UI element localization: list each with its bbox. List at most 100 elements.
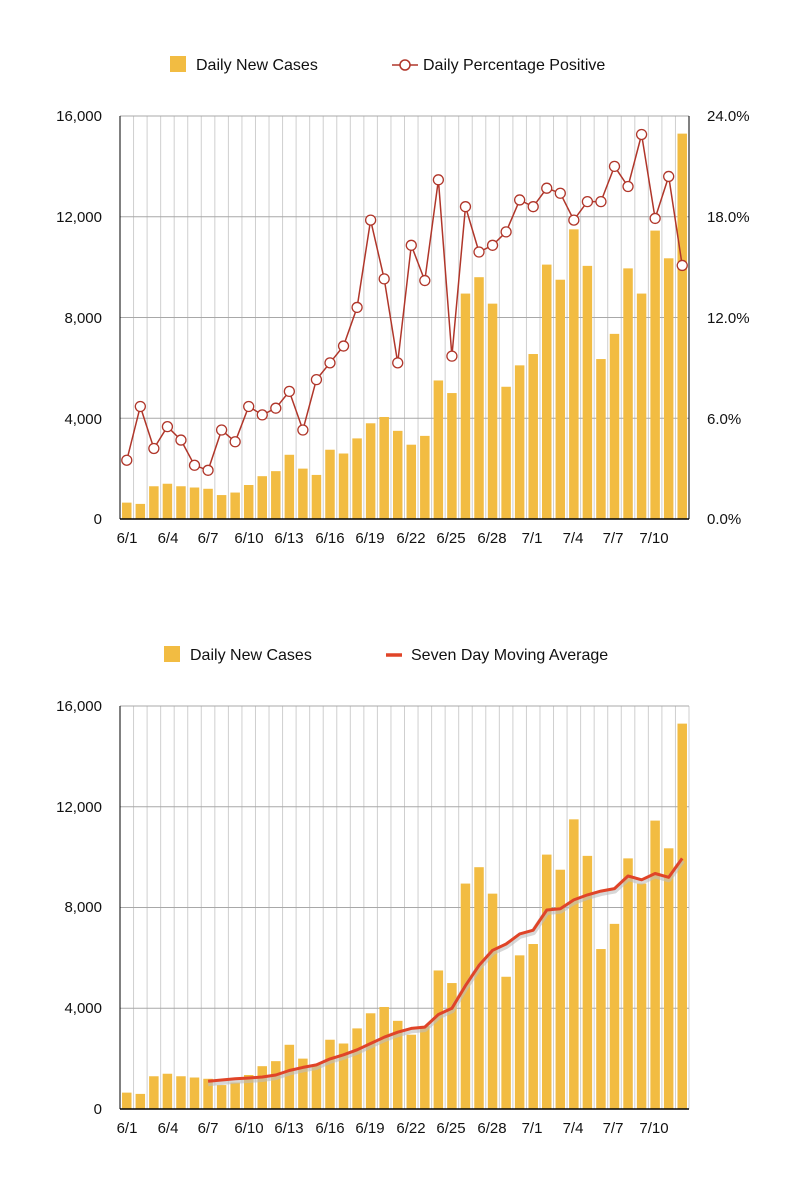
- bar-6/1: [122, 502, 132, 519]
- percent-point-7/9: [635, 128, 648, 141]
- legend-bar-swatch-icon: [170, 56, 186, 72]
- bar-6/9: [230, 1082, 240, 1109]
- x-tick-label: 7/1: [522, 530, 543, 547]
- chart-1-legend: Daily New Cases Daily Percentage Positiv…: [170, 56, 605, 74]
- percent-point-7/4: [568, 214, 580, 226]
- bar-7/4: [569, 819, 579, 1109]
- bar-7/6: [596, 949, 606, 1109]
- bar-6/14: [298, 468, 308, 519]
- x-tick-label: 6/1: [117, 1120, 138, 1137]
- percent-point-6/27: [473, 246, 485, 258]
- bar-6/3: [149, 486, 159, 519]
- bar-6/26: [460, 883, 471, 1109]
- y-left-tick: 8,000: [64, 899, 102, 916]
- x-tick-label: 6/16: [315, 1120, 344, 1137]
- bar-7/10: [650, 230, 660, 519]
- chart-1-axes: [119, 116, 690, 520]
- percent-point-6/16: [324, 357, 336, 369]
- bar-6/24: [433, 380, 444, 519]
- bar-6/11: [257, 476, 267, 519]
- percent-point-6/2: [134, 400, 146, 413]
- percent-point-6/3: [148, 442, 160, 455]
- y-left-tick: 0: [94, 511, 102, 528]
- x-tick-label: 6/16: [315, 530, 344, 547]
- bar-6/10: [243, 1074, 254, 1109]
- bar-6/11: [257, 1066, 267, 1109]
- bar-6/18: [352, 1028, 362, 1109]
- bar-6/16: [325, 449, 335, 519]
- percent-point-6/7: [202, 464, 214, 476]
- percent-point-6/20: [378, 273, 390, 285]
- bar-7/5: [582, 265, 593, 519]
- bar-6/7: [203, 1078, 213, 1109]
- percent-point-6/21: [392, 357, 404, 369]
- x-tick-label: 7/10: [639, 530, 668, 547]
- chart-2: Daily New Cases Seven Day Moving Average…: [56, 646, 690, 1137]
- bar-7/4: [569, 229, 579, 519]
- bar-7/9: [636, 293, 647, 519]
- percent-point-6/13: [283, 385, 295, 398]
- bar-6/2: [135, 503, 146, 519]
- moving-average-shadow: [207, 858, 685, 1087]
- x-tick-label: 7/10: [639, 1120, 668, 1137]
- legend-label-seven-day-moving-average: Seven Day Moving Average: [411, 647, 608, 664]
- percent-point-6/23: [419, 274, 431, 287]
- bar-7/12: [677, 133, 687, 519]
- bar-6/2: [135, 1093, 146, 1109]
- percent-point-6/26: [459, 201, 472, 213]
- legend-label-daily-percentage-positive: Daily Percentage Positive: [423, 57, 605, 74]
- bar-6/17: [338, 453, 349, 519]
- bar-6/6: [189, 1077, 200, 1109]
- x-tick-label: 6/13: [274, 1120, 303, 1137]
- y-right-tick: 18.0%: [707, 209, 750, 226]
- x-tick-label: 6/22: [396, 1120, 425, 1137]
- x-tick-label: 7/7: [603, 530, 624, 547]
- bar-6/16: [325, 1039, 335, 1109]
- chart-2-gridlines: [119, 705, 690, 1110]
- bar-6/30: [514, 365, 525, 519]
- x-tick-label: 6/28: [477, 1120, 506, 1137]
- x-tick-label: 6/10: [234, 1120, 263, 1137]
- bar-6/12: [271, 471, 281, 519]
- bar-7/2: [542, 264, 552, 519]
- x-tick-label: 7/1: [522, 1120, 543, 1137]
- bar-6/27: [474, 867, 484, 1109]
- bar-6/21: [392, 430, 403, 519]
- legend-label-daily-new-cases: Daily New Cases: [196, 57, 318, 74]
- percent-point-7/3: [554, 187, 566, 199]
- chart-2-legend: Daily New Cases Seven Day Moving Average: [164, 646, 608, 664]
- chart-2-y-left-ticks: 0 4,000 8,000 12,000 16,000: [56, 698, 102, 1118]
- x-tick-label: 6/19: [355, 530, 384, 547]
- x-tick-label: 6/4: [158, 1120, 179, 1137]
- chart-1-y-right-ticks: 0.0% 6.0% 12.0% 18.0% 24.0%: [707, 108, 750, 528]
- percent-point-7/6: [595, 195, 607, 208]
- bar-7/3: [555, 279, 566, 519]
- percent-point-6/22: [405, 239, 417, 251]
- bar-6/25: [447, 983, 457, 1109]
- x-tick-label: 6/7: [198, 1120, 219, 1137]
- bar-6/19: [365, 1013, 376, 1109]
- bar-6/20: [379, 416, 389, 519]
- bar-6/12: [271, 1061, 281, 1109]
- bar-7/3: [555, 869, 566, 1109]
- bar-6/4: [162, 1073, 173, 1109]
- percent-point-6/28: [486, 239, 499, 251]
- chart-2-bars: [122, 723, 687, 1109]
- chart-2-axes: [119, 706, 689, 1110]
- legend-bar-swatch-icon: [164, 646, 180, 662]
- bar-6/15: [311, 1064, 322, 1109]
- bar-7/7: [609, 923, 620, 1109]
- percent-point-6/17: [337, 340, 350, 352]
- bar-7/12: [677, 723, 687, 1109]
- percent-point-6/11: [256, 409, 268, 421]
- x-tick-label: 7/4: [563, 1120, 584, 1137]
- x-tick-label: 6/4: [158, 530, 179, 547]
- percent-point-6/12: [270, 402, 282, 414]
- chart-2-x-ticks: 6/1 6/4 6/7 6/10 6/13 6/16 6/19 6/22 6/2…: [117, 1120, 669, 1137]
- percent-point-7/2: [541, 182, 553, 194]
- y-left-tick: 0: [94, 1101, 102, 1118]
- x-tick-label: 6/25: [436, 1120, 465, 1137]
- percent-point-6/15: [310, 373, 323, 386]
- bar-6/28: [487, 303, 498, 519]
